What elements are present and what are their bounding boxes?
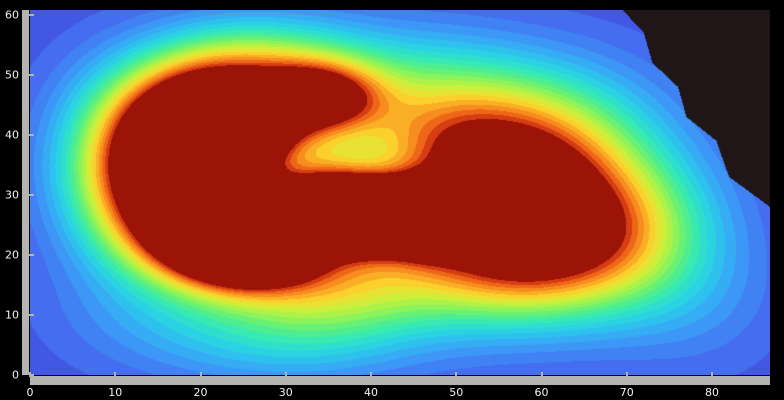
y-tick-label-50: 50 <box>5 68 19 82</box>
x-tick-80 <box>711 372 714 377</box>
x-tick-50 <box>455 372 458 377</box>
x-tick-40 <box>370 372 372 377</box>
x-tick-label-10: 10 <box>108 386 123 399</box>
x-tick-label-0: 0 <box>26 386 34 399</box>
x-tick-label-40: 40 <box>364 386 378 399</box>
x-tick-20 <box>199 372 202 377</box>
y-tick-40 <box>29 133 34 136</box>
y-tick-label-10: 10 <box>5 308 19 322</box>
y-axis-bar <box>22 10 29 375</box>
y-tick-label-60: 60 <box>5 8 19 22</box>
x-tick-label-30: 30 <box>278 386 293 399</box>
contour-field <box>30 10 770 375</box>
y-tick-label-0: 0 <box>12 368 19 382</box>
x-tick-label-20: 20 <box>193 386 208 399</box>
y-tick-20 <box>29 253 34 256</box>
y-tick-label-20: 20 <box>5 248 19 262</box>
y-tick-label-40: 40 <box>5 128 19 142</box>
x-tick-label-80: 80 <box>705 386 720 399</box>
y-tick-0 <box>29 374 34 376</box>
x-tick-label-70: 70 <box>619 386 634 399</box>
x-tick-label-60: 60 <box>534 386 549 399</box>
x-tick-10 <box>114 372 117 377</box>
y-tick-10 <box>29 313 34 316</box>
x-tick-70 <box>625 372 628 377</box>
y-tick-60 <box>29 13 34 16</box>
x-tick-label-50: 50 <box>449 386 464 399</box>
plot-area[interactable] <box>30 10 770 375</box>
y-tick-50 <box>29 73 34 76</box>
y-tick-30 <box>29 193 34 196</box>
y-tick-label-30: 30 <box>5 188 19 202</box>
x-tick-30 <box>284 372 287 377</box>
x-axis-bar <box>30 376 770 385</box>
x-tick-60 <box>540 372 543 377</box>
